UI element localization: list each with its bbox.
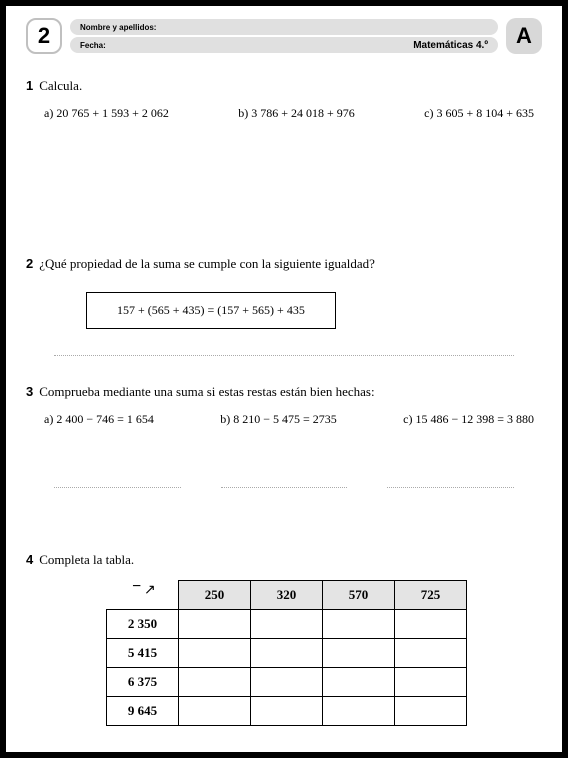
row-header: 6 375 [107,668,179,697]
variant-letter-badge: A [506,18,542,54]
answer-line [54,355,514,356]
cell [251,610,323,639]
col-header: 725 [395,581,467,610]
row-header: 5 415 [107,639,179,668]
exercise-3: 3 Comprueba mediante una suma si estas r… [26,384,542,524]
exercise-4: 4 Completa la tabla. − ↗ 250 320 570 725… [26,552,542,726]
item-a: a) 20 765 + 1 593 + 2 062 [44,106,169,121]
item-a: a) 2 400 − 746 = 1 654 [44,412,154,427]
cell [251,668,323,697]
answer-lines [26,487,542,488]
exercise-3-title: 3 Comprueba mediante una suma si estas r… [26,384,542,400]
date-label: Fecha: [80,41,106,50]
cell [179,610,251,639]
date-field: Fecha: Matemáticas 4.º [70,37,498,53]
cell [395,639,467,668]
cell [179,697,251,726]
item-c: c) 3 605 + 8 104 + 635 [424,106,534,121]
row-header: 2 350 [107,610,179,639]
exercise-2-title: 2 ¿Qué propiedad de la suma se cumple co… [26,256,542,272]
cell [323,610,395,639]
row-header: 9 645 [107,697,179,726]
header-fields: Nombre y apellidos: Fecha: Matemáticas 4… [70,19,498,53]
exercise-text: ¿Qué propiedad de la suma se cumple con … [39,256,375,272]
table-row: 5 415 [107,639,467,668]
cell [395,610,467,639]
exercise-1-items: a) 20 765 + 1 593 + 2 062 b) 3 786 + 24 … [26,106,542,121]
exercise-1-title: 1 Calcula. [26,78,542,94]
exercise-number: 3 [26,384,33,400]
cell [179,668,251,697]
exercise-4-title: 4 Completa la tabla. [26,552,542,568]
name-field: Nombre y apellidos: [70,19,498,35]
subject-label: Matemáticas 4.º [413,40,488,51]
item-c: c) 15 486 − 12 398 = 3 880 [403,412,534,427]
cell [395,697,467,726]
cell [251,697,323,726]
minus-icon: − [132,578,141,596]
exercise-number: 4 [26,552,33,568]
cell [251,639,323,668]
exercise-text: Comprueba mediante una suma si estas res… [39,384,374,400]
exercise-number: 1 [26,78,33,94]
exercise-3-items: a) 2 400 − 746 = 1 654 b) 8 210 − 5 475 … [26,412,542,427]
worksheet-page: 2 Nombre y apellidos: Fecha: Matemáticas… [6,6,562,752]
answer-line [221,487,348,488]
exercise-number: 2 [26,256,33,272]
equation-box: 157 + (565 + 435) = (157 + 565) + 435 [86,292,336,329]
subtraction-table: 250 320 570 725 2 350 5 415 6 375 [106,580,467,726]
cell [323,697,395,726]
table-header-row: 250 320 570 725 [107,581,467,610]
exercise-text: Calcula. [39,78,82,94]
page-number-badge: 2 [26,18,62,54]
corner-cell [107,581,179,610]
arrow-icon: ↗ [144,582,156,599]
answer-line [387,487,514,488]
answer-line [54,487,181,488]
exercise-1: 1 Calcula. a) 20 765 + 1 593 + 2 062 b) … [26,78,542,228]
exercise-2: 2 ¿Qué propiedad de la suma se cumple co… [26,256,542,356]
table-row: 2 350 [107,610,467,639]
col-header: 320 [251,581,323,610]
table-row: 6 375 [107,668,467,697]
table-row: 9 645 [107,697,467,726]
exercise-text: Completa la tabla. [39,552,134,568]
cell [323,639,395,668]
cell [395,668,467,697]
item-b: b) 8 210 − 5 475 = 2735 [220,412,337,427]
cell [179,639,251,668]
cell [323,668,395,697]
col-header: 570 [323,581,395,610]
header: 2 Nombre y apellidos: Fecha: Matemáticas… [26,18,542,54]
col-header: 250 [179,581,251,610]
table-container: − ↗ 250 320 570 725 2 350 5 415 [26,580,542,726]
item-b: b) 3 786 + 24 018 + 976 [238,106,355,121]
name-label: Nombre y apellidos: [80,23,156,32]
